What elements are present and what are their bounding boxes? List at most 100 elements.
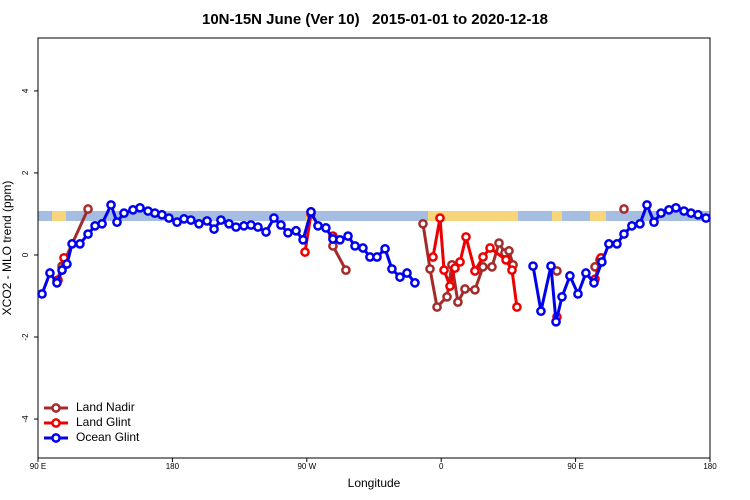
point (283, 227, 293, 238)
point (37, 289, 47, 299)
x-tick-label: 180 (703, 462, 717, 471)
point (478, 262, 488, 272)
point (552, 266, 562, 276)
legend-label: Ocean Glint (76, 430, 140, 444)
point (164, 213, 174, 223)
y-tick-label: 2 (21, 170, 30, 175)
point (642, 200, 652, 210)
land-patch (552, 211, 562, 221)
point (135, 202, 145, 213)
point (627, 221, 637, 231)
point (83, 229, 93, 239)
point (402, 268, 412, 278)
point (635, 218, 645, 229)
point (372, 252, 382, 262)
legend-label: Land Glint (76, 415, 131, 429)
y-tick-label: -2 (21, 333, 30, 341)
point (313, 221, 323, 231)
point (321, 223, 331, 233)
point (439, 265, 449, 275)
point (445, 281, 455, 291)
point (343, 231, 353, 241)
point (693, 209, 703, 220)
point (75, 239, 85, 249)
point (106, 200, 116, 210)
point (194, 218, 204, 229)
point (428, 252, 438, 262)
point (528, 261, 538, 271)
point (478, 252, 488, 262)
point (619, 204, 629, 214)
point (410, 278, 420, 288)
point (546, 261, 556, 271)
point (298, 234, 308, 245)
x-tick-label: 90 E (567, 462, 583, 471)
point (202, 216, 212, 226)
point (649, 217, 659, 228)
land-patch (590, 211, 606, 221)
point (435, 213, 445, 223)
point (604, 239, 614, 249)
point (442, 291, 452, 302)
x-tick-label: 90 E (30, 462, 46, 471)
x-tick-label: 0 (439, 462, 444, 471)
plot-frame (37, 37, 711, 459)
point (83, 204, 93, 214)
point (450, 263, 460, 273)
point (57, 265, 67, 275)
point (425, 264, 435, 274)
point (656, 208, 666, 218)
point (573, 289, 583, 299)
point (380, 243, 390, 254)
point (701, 213, 711, 223)
point (487, 262, 497, 272)
point (52, 278, 62, 288)
point (494, 238, 504, 248)
point (485, 243, 495, 253)
y-tick-label: 0 (21, 252, 30, 257)
point (97, 218, 107, 229)
point (612, 239, 622, 249)
point (536, 306, 546, 317)
point (501, 255, 511, 265)
point (504, 246, 514, 256)
ocean-band (38, 211, 710, 221)
point (418, 218, 428, 229)
point (358, 243, 368, 253)
point (581, 268, 591, 278)
point (557, 291, 567, 302)
point (395, 272, 405, 282)
y-axis-label: XCO2 - MLO trend (ppm) (0, 181, 14, 316)
point (209, 224, 219, 234)
legend-label: Land Nadir (76, 400, 135, 414)
point (186, 215, 196, 225)
y-tick-label: -4 (21, 415, 30, 423)
point (512, 302, 522, 312)
point (453, 297, 463, 307)
point (269, 213, 279, 223)
point (461, 232, 471, 242)
point (291, 225, 301, 236)
x-tick-label: 180 (166, 462, 180, 471)
legend-marker (51, 418, 61, 428)
point (470, 266, 480, 276)
point (62, 259, 72, 269)
x-axis-label: Longitude (348, 476, 401, 490)
point (341, 265, 351, 275)
point (507, 265, 517, 275)
point (276, 220, 286, 230)
point (460, 284, 470, 294)
point (565, 271, 575, 281)
point (551, 316, 561, 327)
x-tick-label: 90 W (297, 462, 316, 471)
point (432, 302, 442, 312)
point (300, 247, 310, 257)
point (67, 239, 77, 249)
point (231, 222, 241, 232)
point (261, 227, 271, 237)
point (455, 257, 465, 267)
